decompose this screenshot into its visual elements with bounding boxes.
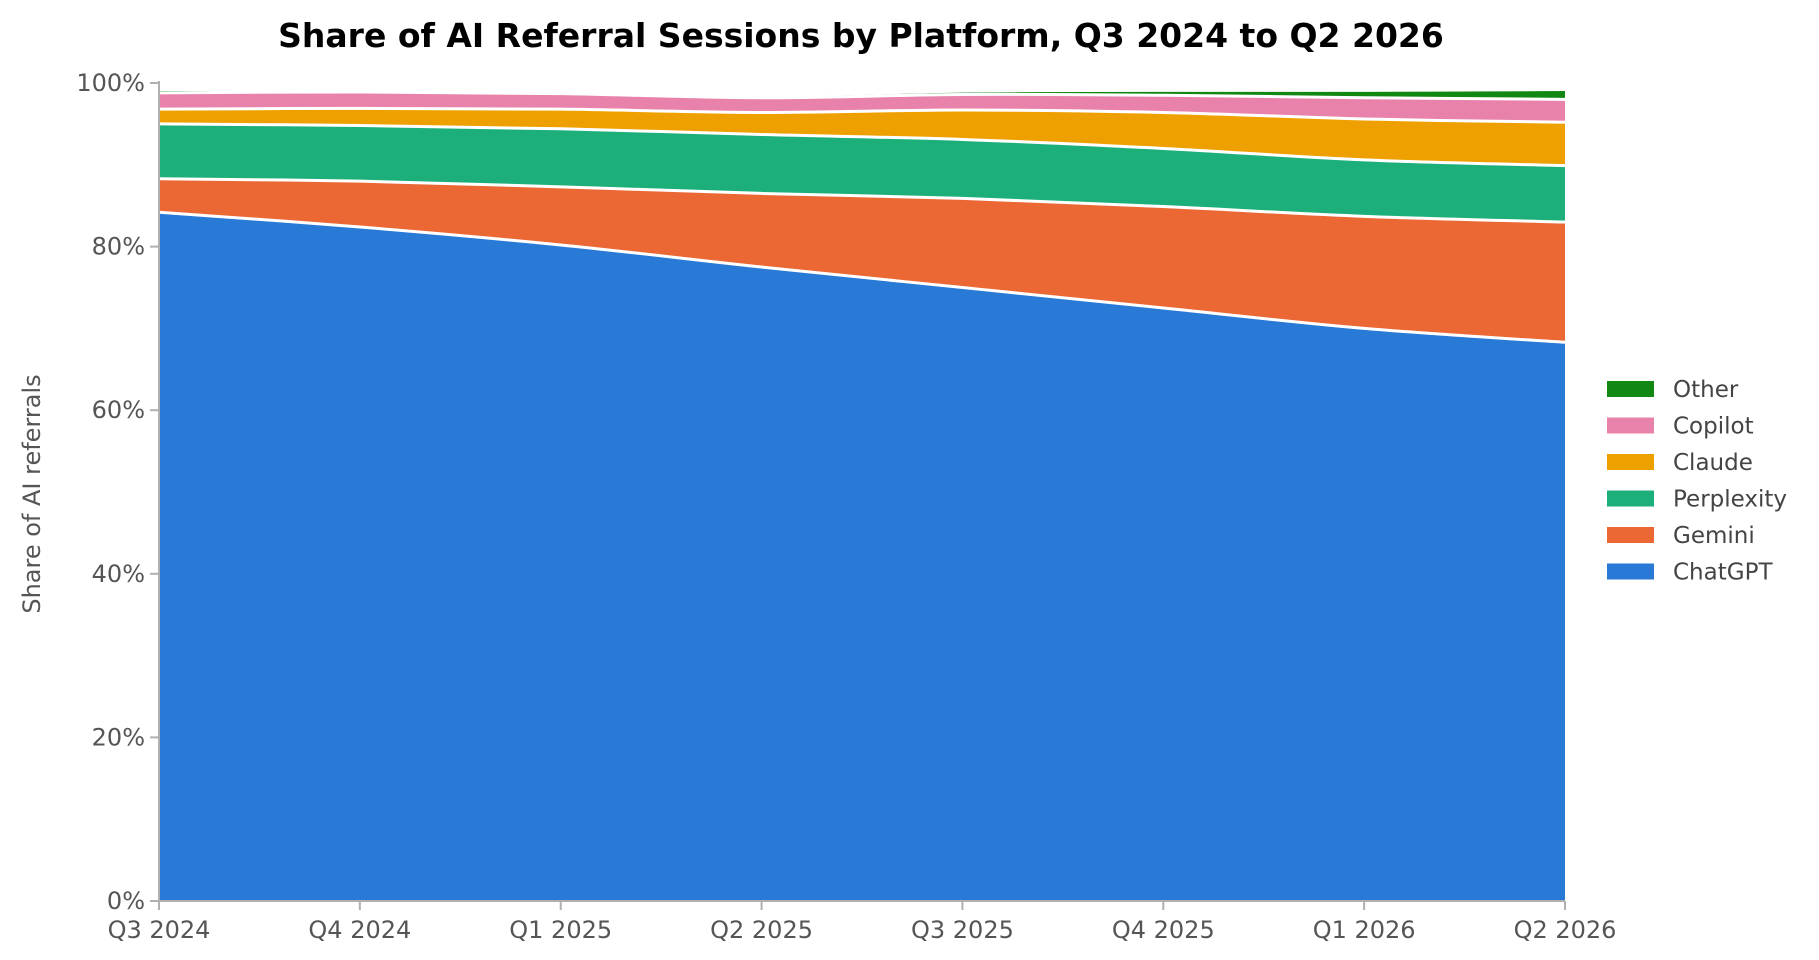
y-tick-label: 80% [92, 233, 145, 261]
area-gemini [159, 178, 1565, 343]
area-perplexity [159, 123, 1565, 223]
legend-swatch-gemini [1607, 527, 1654, 543]
area-chatgpt-top-edge [158, 210, 1566, 344]
area-copilot-top-edge [158, 90, 1566, 101]
legend-label-chatgpt: ChatGPT [1673, 560, 1773, 586]
y-tick-label: 40% [92, 560, 145, 588]
y-axis-label: Share of AI referrals [18, 374, 46, 613]
chart-title: Share of AI Referral Sessions by Platfor… [278, 16, 1444, 55]
x-tick-label: Q1 2026 [1313, 916, 1416, 944]
y-tick-label: 0% [107, 887, 145, 915]
legend-label-copilot: Copilot [1673, 414, 1754, 440]
area-claude [159, 108, 1565, 166]
x-tick-label: Q3 2025 [911, 916, 1014, 944]
x-tick-label: Q2 2026 [1514, 916, 1617, 944]
y-tick-label: 100% [76, 69, 145, 97]
legend-label-perplexity: Perplexity [1673, 487, 1787, 513]
area-chatgpt [159, 212, 1565, 902]
area-copilot [159, 91, 1565, 123]
x-tick-label: Q2 2025 [710, 916, 813, 944]
legend-swatch-perplexity [1607, 490, 1654, 507]
area-perplexity-top-edge [158, 122, 1566, 168]
legend-swatch-chatgpt [1607, 563, 1654, 580]
legend-swatch-copilot [1607, 417, 1654, 434]
y-tick-label: 60% [92, 396, 145, 424]
axes [158, 81, 1565, 902]
legend-label-other: Other [1673, 377, 1739, 403]
area-claude-top-edge [158, 106, 1566, 124]
x-tick-label: Q3 2024 [108, 916, 211, 944]
x-tick-label: Q4 2025 [1112, 916, 1215, 944]
x-tick-label: Q4 2024 [308, 916, 411, 944]
legend-label-claude: Claude [1673, 450, 1753, 476]
areas-layer [159, 89, 1565, 902]
legend-label-gemini: Gemini [1673, 523, 1755, 549]
series-separators [158, 87, 1566, 344]
y-tick-label: 20% [92, 723, 145, 751]
area-gemini-top-edge [158, 177, 1566, 224]
x-tick-label: Q1 2025 [509, 916, 612, 944]
legend: Other Copilot Claude Perplexity Gemini ChatGP… [1607, 377, 1787, 586]
x-axis-ticks: Q3 2024 Q4 2024 Q1 2025 Q2 2025 Q3 2025 Q4 20… [108, 901, 1617, 944]
legend-swatch-claude [1607, 454, 1654, 470]
y-axis-ticks: 0% 20% 40% 60% 80% 100% [76, 69, 159, 915]
legend-swatch-other [1607, 381, 1654, 397]
area-other-top-edge [158, 87, 1566, 97]
